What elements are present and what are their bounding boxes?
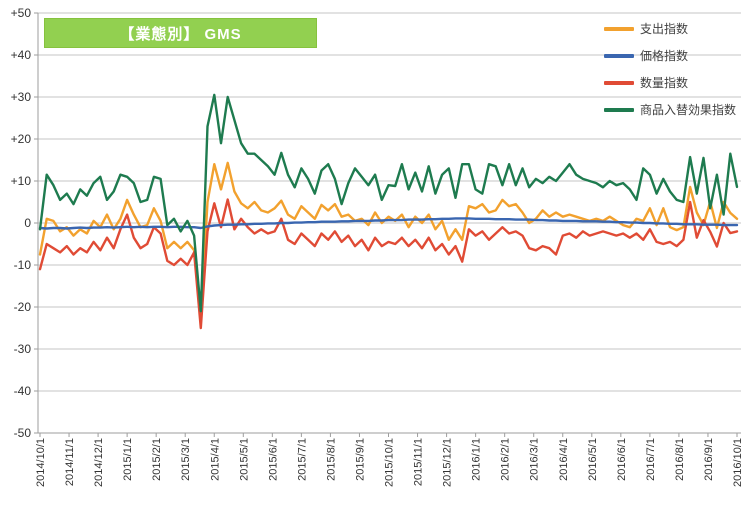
x-axis-label: 2016/8/1 — [674, 438, 686, 481]
x-axis-label: 2016/4/1 — [558, 438, 570, 481]
x-axis-label: 2015/6/1 — [267, 438, 279, 481]
x-axis-label: 2014/11/1 — [64, 438, 76, 486]
legend-label: 支出指数 — [639, 22, 688, 36]
y-axis-label: -40 — [14, 384, 32, 398]
legend-item: 支出指数 — [603, 20, 736, 37]
y-axis-label: +10 — [11, 174, 32, 188]
x-axis-label: 2015/4/1 — [209, 438, 221, 481]
y-axis-label: -50 — [14, 426, 32, 440]
x-axis-label: 2015/11/1 — [413, 438, 425, 486]
series-line-green — [38, 93, 739, 313]
y-axis-label: -20 — [14, 300, 32, 314]
x-axis-label: 2016/3/1 — [529, 438, 541, 481]
x-axis-label: 2015/1/1 — [122, 438, 134, 481]
x-axis-label: 2014/10/1 — [35, 438, 47, 487]
x-axis-label: 2016/2/1 — [500, 438, 512, 481]
x-axis-label: 2016/6/1 — [616, 438, 628, 481]
y-axis-label: +40 — [11, 48, 32, 62]
legend-item: 数量指数 — [603, 74, 736, 91]
x-axis-label: 2015/3/1 — [180, 438, 192, 481]
legend-item: 価格指数 — [603, 47, 736, 64]
x-axis-label: 2016/5/1 — [587, 438, 599, 481]
x-axis-label: 2015/9/1 — [354, 438, 366, 481]
x-axis-label: 2015/5/1 — [238, 438, 250, 481]
y-axis-label: +30 — [11, 90, 32, 104]
x-axis-label: 2015/7/1 — [296, 438, 308, 481]
y-axis-label: -30 — [14, 342, 32, 356]
chart-title: 【業態別】 GMS — [44, 18, 317, 48]
legend-label: 価格指数 — [639, 49, 688, 63]
legend-swatch-red-line — [603, 80, 634, 85]
legend-swatch-green-line — [603, 107, 634, 112]
legend-label: 数量指数 — [639, 76, 688, 90]
legend: 支出指数価格指数数量指数商品入替効果指数 — [603, 20, 736, 118]
x-axis-label: 2016/10/1 — [732, 438, 744, 487]
x-axis-label: 2014/12/1 — [93, 438, 105, 487]
legend-item: 商品入替効果指数 — [603, 101, 736, 118]
x-axis-label: 2015/10/1 — [384, 438, 396, 487]
y-axis-label: +50 — [11, 6, 32, 20]
series-line-blue — [38, 217, 739, 230]
x-axis-label: 2015/12/1 — [442, 438, 454, 487]
y-axis-label: +20 — [11, 132, 32, 146]
x-axis-label: 2016/7/1 — [645, 438, 657, 481]
series-line-orange — [38, 161, 739, 321]
legend-swatch-blue-line — [603, 53, 634, 58]
legend-swatch-orange-line — [603, 26, 634, 31]
x-axis-label: 2015/2/1 — [151, 438, 163, 481]
x-axis-label: 2015/8/1 — [325, 438, 337, 481]
series-line-red — [38, 198, 739, 330]
y-axis-label: -10 — [14, 258, 32, 272]
x-axis-label: 2016/1/1 — [471, 438, 483, 481]
y-axis-label: 0 — [24, 216, 31, 230]
legend-label: 商品入替効果指数 — [639, 103, 736, 117]
x-axis-label: 2016/9/1 — [703, 438, 715, 481]
